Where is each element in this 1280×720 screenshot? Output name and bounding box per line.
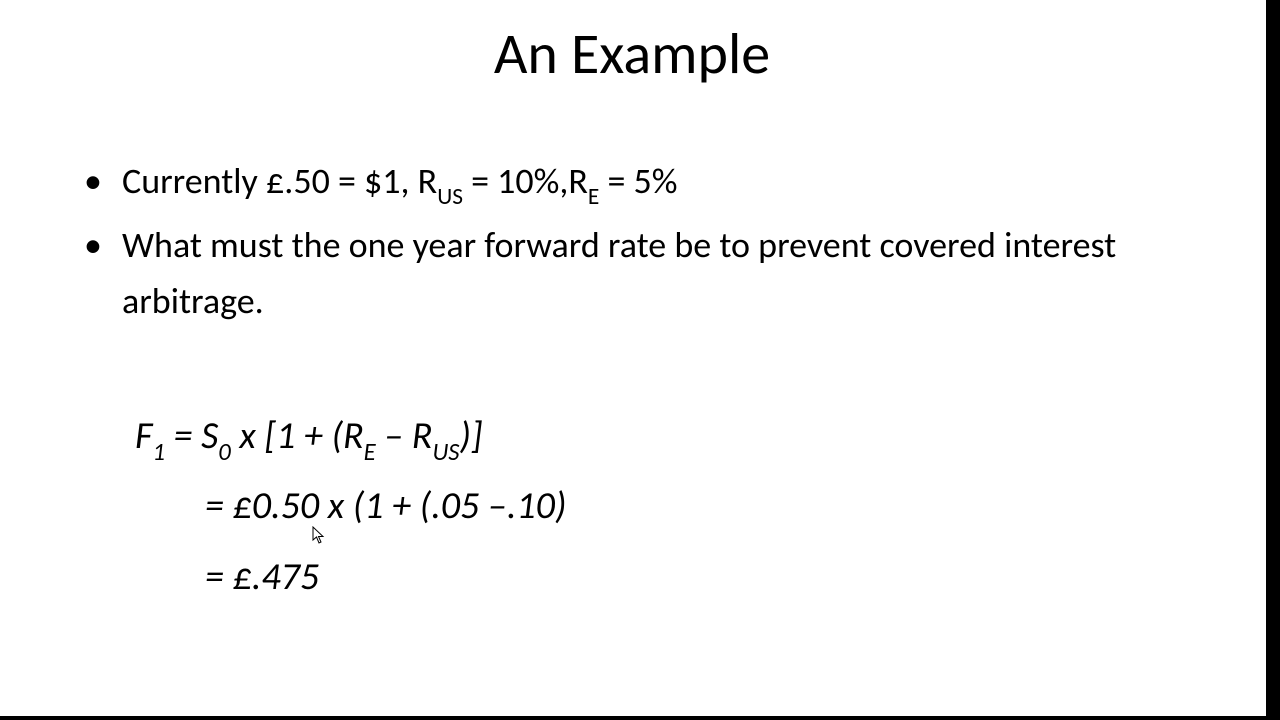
eq-l1-e: )]: [459, 413, 482, 459]
equation-line-1: F1 = S0 x [1 + (RE – RUS)]: [135, 401, 1204, 471]
right-border-bar: [1266, 0, 1280, 718]
eq-l1-a-sub: 1: [152, 436, 165, 467]
bullet-item-1: Currently £.50 = $1, RUS = 10%,RE = 5%: [80, 154, 1204, 212]
slide-body: Currently £.50 = $1, RUS = 10%,RE = 5% W…: [0, 99, 1264, 612]
bullet-item-2: What must the one year forward rate be t…: [80, 218, 1204, 330]
eq-l1-b: = S: [165, 413, 218, 459]
equation-block: F1 = S0 x [1 + (RE – RUS)] = £0.50 x (1 …: [80, 336, 1204, 612]
bullet-1-text-a: Currently £.50 = $1, R: [122, 159, 437, 203]
eq-l1-d: – R: [376, 413, 433, 459]
bullet-1-text-c: = 5%: [599, 159, 677, 203]
eq-l1-d-sub: US: [432, 436, 459, 467]
slide-content: An Example Currently £.50 = $1, RUS = 10…: [0, 0, 1264, 714]
eq-l1-c-sub: E: [364, 436, 376, 467]
slide-title: An Example: [0, 0, 1264, 99]
bullet-1-text-b: = 10%,R: [463, 159, 588, 203]
eq-l1-a: F: [135, 413, 152, 459]
eq-l1-b-sub: 0: [218, 436, 231, 467]
equation-line-2: = £0.50 x (1 + (.05 –.10): [135, 471, 1204, 541]
bottom-border-bar: [0, 716, 1280, 720]
bullet-1-sub-1: US: [437, 183, 463, 211]
bullet-list: Currently £.50 = $1, RUS = 10%,RE = 5% W…: [80, 154, 1204, 330]
bullet-1-sub-2: E: [588, 183, 599, 211]
bullet-2-text: What must the one year forward rate be t…: [122, 223, 1116, 323]
eq-l1-c: x [1 + (R: [231, 413, 364, 459]
equation-line-3: = £.475: [135, 542, 1204, 612]
